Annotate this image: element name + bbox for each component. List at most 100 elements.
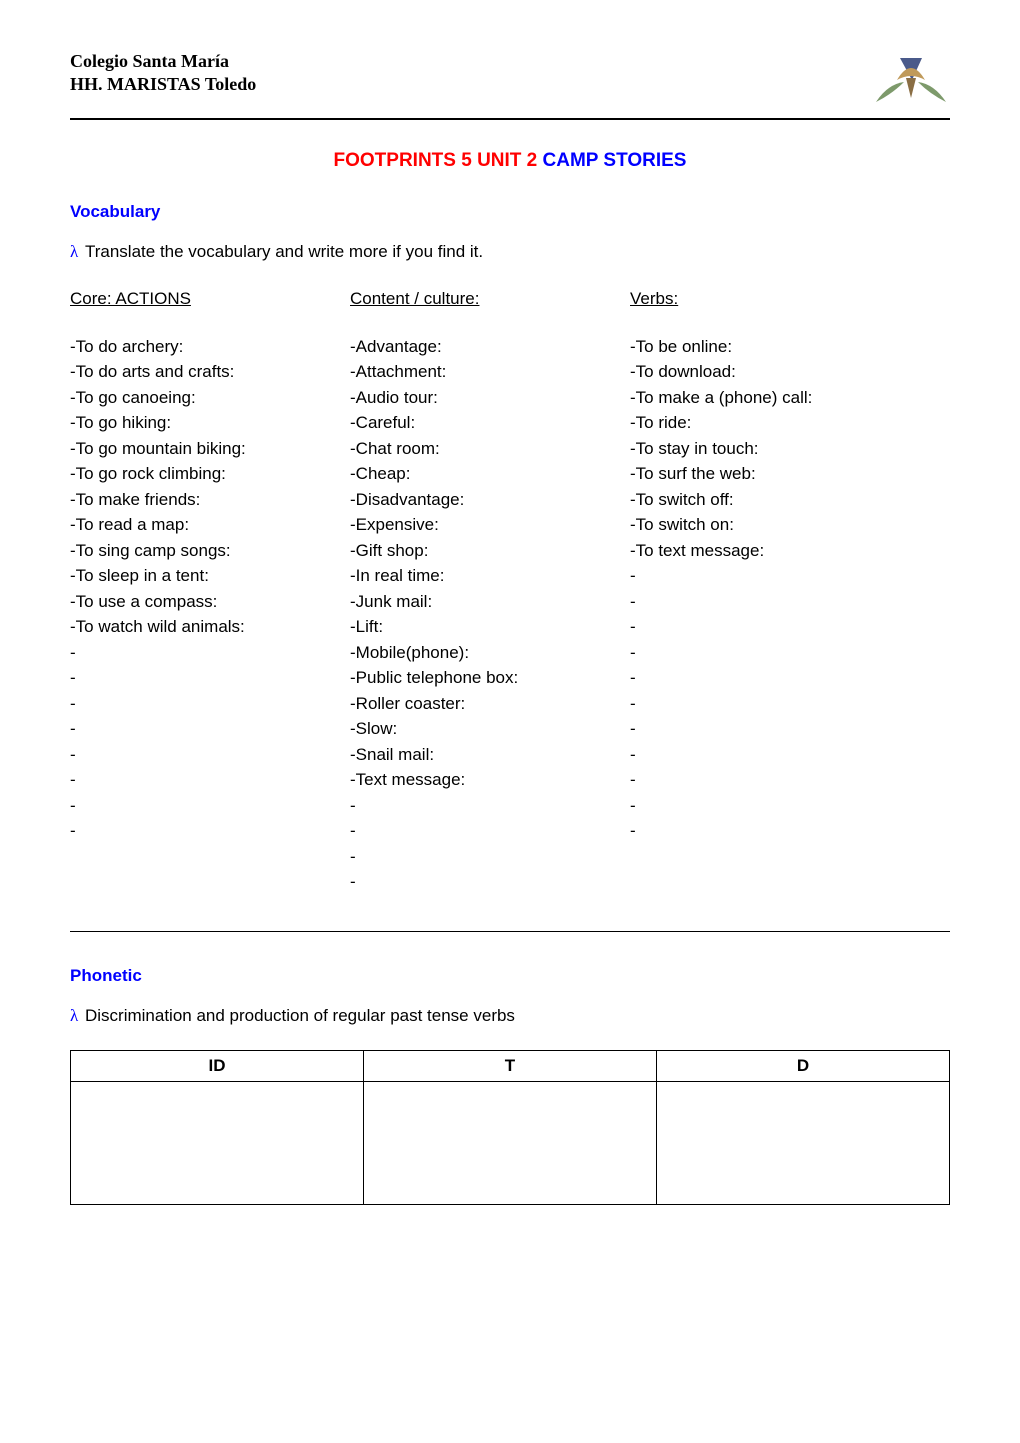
list-item: -	[630, 640, 950, 666]
list-item: -Snail mail:	[350, 742, 630, 768]
phonetic-table: ID T D	[70, 1050, 950, 1205]
list-item: -	[630, 563, 950, 589]
list-item: -	[70, 793, 350, 819]
header-line2: HH. MARISTAS Toledo	[70, 73, 256, 96]
title-main: CAMP STORIES	[543, 150, 687, 171]
list-item: -Expensive:	[350, 512, 630, 538]
title-prefix: FOOTPRINTS 5 UNIT 2	[334, 150, 543, 171]
header-line1: Colegio Santa María	[70, 50, 256, 73]
vocabulary-instruction: λ Translate the vocabulary and write mor…	[70, 242, 950, 262]
list-item: -	[70, 716, 350, 742]
list-item: -	[70, 640, 350, 666]
column-core: Core: ACTIONS -To do archery:-To do arts…	[70, 286, 350, 895]
list-item: -	[630, 665, 950, 691]
list-item: -	[70, 691, 350, 717]
list-item: -	[350, 844, 630, 870]
list-item: -To stay in touch:	[630, 436, 950, 462]
list-item: -Advantage:	[350, 334, 630, 360]
list-item: -To switch on:	[630, 512, 950, 538]
phon-cell	[657, 1081, 950, 1204]
column-culture: Content / culture: -Advantage:-Attachmen…	[350, 286, 630, 895]
document-title: FOOTPRINTS 5 UNIT 2 CAMP STORIES	[70, 150, 950, 172]
column-culture-head: Content / culture:	[350, 286, 630, 312]
header-row: Colegio Santa María HH. MARISTAS Toledo	[70, 50, 950, 110]
column-verbs-head: Verbs:	[630, 286, 950, 312]
phon-col-d: D	[657, 1050, 950, 1081]
list-item: -Attachment:	[350, 359, 630, 385]
list-item: -Audio tour:	[350, 385, 630, 411]
list-item: -	[70, 818, 350, 844]
list-item: -	[70, 665, 350, 691]
list-item: -To make a (phone) call:	[630, 385, 950, 411]
column-verbs: Verbs: -To be online:-To download:-To ma…	[630, 286, 950, 895]
list-item: -To read a map:	[70, 512, 350, 538]
list-item: -	[630, 818, 950, 844]
list-item: -To switch off:	[630, 487, 950, 513]
list-item: -To sleep in a tent:	[70, 563, 350, 589]
list-item: -To sing camp songs:	[70, 538, 350, 564]
list-item: -Junk mail:	[350, 589, 630, 615]
list-item: -To do arts and crafts:	[70, 359, 350, 385]
list-item: -	[630, 716, 950, 742]
list-item: -To go hiking:	[70, 410, 350, 436]
list-item: -Disadvantage:	[350, 487, 630, 513]
list-item: -	[70, 742, 350, 768]
list-item: -Careful:	[350, 410, 630, 436]
list-item: -In real time:	[350, 563, 630, 589]
list-item: -	[630, 614, 950, 640]
column-core-head: Core: ACTIONS	[70, 286, 350, 312]
list-item: -Gift shop:	[350, 538, 630, 564]
list-item: -Cheap:	[350, 461, 630, 487]
table-row	[71, 1081, 950, 1204]
phon-col-t: T	[364, 1050, 657, 1081]
column-verbs-list: -To be online:-To download:-To make a (p…	[630, 334, 950, 844]
list-item: -	[350, 818, 630, 844]
list-item: -To go rock climbing:	[70, 461, 350, 487]
list-item: -Roller coaster:	[350, 691, 630, 717]
phonetic-heading: Phonetic	[70, 966, 950, 986]
list-item: -	[350, 793, 630, 819]
list-item: -To use a compass:	[70, 589, 350, 615]
list-item: -Text message:	[350, 767, 630, 793]
logo-icon	[872, 50, 950, 110]
list-item: -To make friends:	[70, 487, 350, 513]
section-separator	[70, 931, 950, 932]
table-row: ID T D	[71, 1050, 950, 1081]
header-separator	[70, 118, 950, 120]
list-item: -	[630, 793, 950, 819]
lambda-icon: λ	[70, 242, 80, 261]
list-item: -To text message:	[630, 538, 950, 564]
phon-col-id: ID	[71, 1050, 364, 1081]
list-item: -	[630, 767, 950, 793]
list-item: -	[630, 742, 950, 768]
list-item: -To be online:	[630, 334, 950, 360]
phon-cell	[364, 1081, 657, 1204]
list-item: -Chat room:	[350, 436, 630, 462]
list-item: -To go mountain biking:	[70, 436, 350, 462]
list-item: -To surf the web:	[630, 461, 950, 487]
phon-cell	[71, 1081, 364, 1204]
column-core-list: -To do archery:-To do arts and crafts:-T…	[70, 334, 350, 844]
phonetic-instruction: λ Discrimination and production of regul…	[70, 1006, 950, 1026]
vocabulary-columns: Core: ACTIONS -To do archery:-To do arts…	[70, 286, 950, 895]
list-item: -Mobile(phone):	[350, 640, 630, 666]
list-item: -To watch wild animals:	[70, 614, 350, 640]
lambda-icon: λ	[70, 1006, 80, 1025]
vocabulary-heading: Vocabulary	[70, 202, 950, 222]
list-item: -	[70, 767, 350, 793]
list-item: -Lift:	[350, 614, 630, 640]
page: Colegio Santa María HH. MARISTAS Toledo …	[0, 0, 1020, 1245]
vocabulary-instruction-text: Translate the vocabulary and write more …	[85, 242, 483, 261]
phonetic-instruction-text: Discrimination and production of regular…	[85, 1006, 515, 1025]
list-item: -Public telephone box:	[350, 665, 630, 691]
list-item: -	[350, 869, 630, 895]
list-item: -To ride:	[630, 410, 950, 436]
list-item: -To go canoeing:	[70, 385, 350, 411]
list-item: -Slow:	[350, 716, 630, 742]
list-item: -To do archery:	[70, 334, 350, 360]
list-item: -	[630, 589, 950, 615]
list-item: -To download:	[630, 359, 950, 385]
list-item: -	[630, 691, 950, 717]
header-left: Colegio Santa María HH. MARISTAS Toledo	[70, 50, 256, 95]
column-culture-list: -Advantage:-Attachment:-Audio tour:-Care…	[350, 334, 630, 895]
